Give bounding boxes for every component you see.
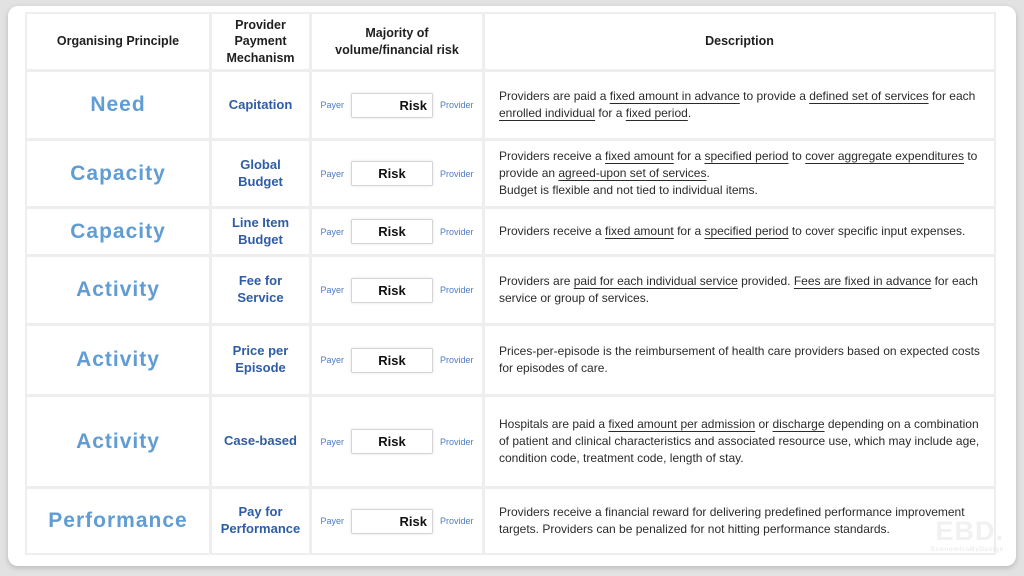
watermark-tagline: EconomicsByDesign — [930, 545, 1004, 553]
payment-mechanisms-table: Organising Principle Provider Payment Me… — [25, 12, 996, 555]
payment-mechanism-cell: Global Budget — [212, 141, 309, 206]
organising-principle-label: Activity — [76, 348, 160, 371]
risk-slider-box: Risk — [351, 429, 433, 454]
risk-scale-cell: Payer Risk Provider — [312, 209, 482, 254]
organising-principle-cell: Activity — [27, 397, 209, 486]
payment-mechanism-cell: Pay for Performance — [212, 489, 309, 553]
column-header-description: Description — [485, 14, 994, 69]
risk-label: Risk — [378, 224, 406, 239]
organising-principle-cell: Capacity — [27, 141, 209, 206]
organising-principle-label: Activity — [76, 429, 160, 453]
organising-principle-label: Need — [90, 93, 146, 116]
description-text: Providers are paid for each individual s… — [499, 273, 982, 305]
description-cell: Providers are paid for each individual s… — [485, 257, 994, 323]
payment-mechanism-cell: Fee for Service — [212, 257, 309, 323]
risk-label: Risk — [378, 434, 406, 449]
description-cell: Hospitals are paid a fixed amount per ad… — [485, 397, 994, 486]
payment-mechanism-cell: Price per Episode — [212, 326, 309, 394]
provider-label: Provider — [440, 168, 474, 179]
organising-principle-label: Activity — [76, 278, 160, 301]
risk-label: Risk — [378, 166, 406, 181]
risk-label: Risk — [378, 282, 406, 298]
organising-principle-cell: Need — [27, 72, 209, 138]
payment-mechanism-cell: Case-based — [212, 397, 309, 486]
organising-principle-cell: Performance — [27, 489, 209, 553]
organising-principle-cell: Capacity — [27, 209, 209, 254]
description-text: Providers receive a financial reward for… — [499, 504, 968, 536]
payment-mechanism-label: Global Budget — [238, 156, 283, 189]
organising-principle-cell: Activity — [27, 257, 209, 323]
risk-scale-cell: Payer Risk Provider — [312, 141, 482, 206]
provider-label: Provider — [440, 100, 474, 110]
risk-label: Risk — [399, 513, 427, 529]
table-card: Organising Principle Provider Payment Me… — [8, 6, 1016, 566]
payment-mechanism-label: Fee for Service — [237, 273, 284, 305]
risk-label: Risk — [399, 97, 427, 113]
payer-label: Payer — [320, 100, 344, 110]
risk-slider-box: Risk — [351, 219, 433, 244]
risk-slider-box: Risk — [351, 92, 433, 118]
risk-label: Risk — [378, 352, 406, 368]
description-text: Providers receive a fixed amount for a s… — [499, 223, 966, 238]
organising-principle-label: Performance — [48, 509, 188, 532]
organising-principle-label: Capacity — [70, 161, 166, 185]
payer-label: Payer — [320, 285, 344, 295]
provider-label: Provider — [440, 516, 474, 526]
watermark-logo: EBD. — [935, 515, 1004, 546]
column-header-payment-mechanism: Provider Payment Mechanism — [212, 14, 309, 69]
description-text: Hospitals are paid a fixed amount per ad… — [499, 416, 983, 466]
column-header-risk: Majority of volume/financial risk — [312, 14, 482, 69]
payer-label: Payer — [320, 436, 344, 447]
payment-mechanism-label: Capitation — [228, 96, 293, 112]
payment-mechanism-label: Price per Episode — [232, 343, 289, 375]
description-text: Providers are paid a fixed amount in adv… — [499, 88, 979, 120]
description-cell: Providers receive a financial reward for… — [485, 489, 994, 553]
risk-slider-box: Risk — [351, 161, 433, 186]
payment-mechanism-cell: Capitation — [212, 72, 309, 138]
description-cell: Providers are paid a fixed amount in adv… — [485, 72, 994, 138]
description-text: Providers receive a fixed amount for a s… — [499, 148, 981, 198]
provider-label: Provider — [440, 355, 474, 365]
payer-label: Payer — [320, 168, 344, 179]
risk-slider-box: Risk — [351, 347, 433, 373]
risk-slider-box: Risk — [351, 508, 433, 534]
payer-label: Payer — [320, 226, 344, 237]
payment-mechanism-label: Pay for Performance — [220, 504, 301, 536]
risk-scale-cell: Payer Risk Provider — [312, 72, 482, 138]
payer-label: Payer — [320, 516, 344, 526]
risk-scale-cell: Payer Risk Provider — [312, 257, 482, 323]
risk-scale-cell: Payer Risk Provider — [312, 489, 482, 553]
watermark: EBD. EconomicsByDesign — [930, 515, 1004, 554]
description-cell: Prices-per-episode is the reimbursement … — [485, 326, 994, 394]
payment-mechanism-label: Line Item Budget — [231, 214, 290, 247]
description-text: Prices-per-episode is the reimbursement … — [499, 343, 984, 375]
risk-slider-box: Risk — [351, 277, 433, 303]
risk-scale-cell: Payer Risk Provider — [312, 397, 482, 486]
provider-label: Provider — [440, 226, 474, 237]
column-header-organising-principle: Organising Principle — [27, 14, 209, 69]
description-cell: Providers receive a fixed amount for a s… — [485, 141, 994, 206]
payer-label: Payer — [320, 355, 344, 365]
risk-scale-cell: Payer Risk Provider — [312, 326, 482, 394]
provider-label: Provider — [440, 285, 474, 295]
provider-label: Provider — [440, 436, 474, 447]
organising-principle-cell: Activity — [27, 326, 209, 394]
organising-principle-label: Capacity — [70, 219, 166, 243]
description-cell: Providers receive a fixed amount for a s… — [485, 209, 994, 254]
payment-mechanism-cell: Line Item Budget — [212, 209, 309, 254]
payment-mechanism-label: Case-based — [224, 433, 297, 449]
